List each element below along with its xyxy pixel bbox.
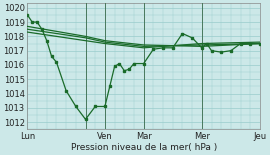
X-axis label: Pression niveau de la mer( hPa ): Pression niveau de la mer( hPa ) [70, 143, 217, 152]
